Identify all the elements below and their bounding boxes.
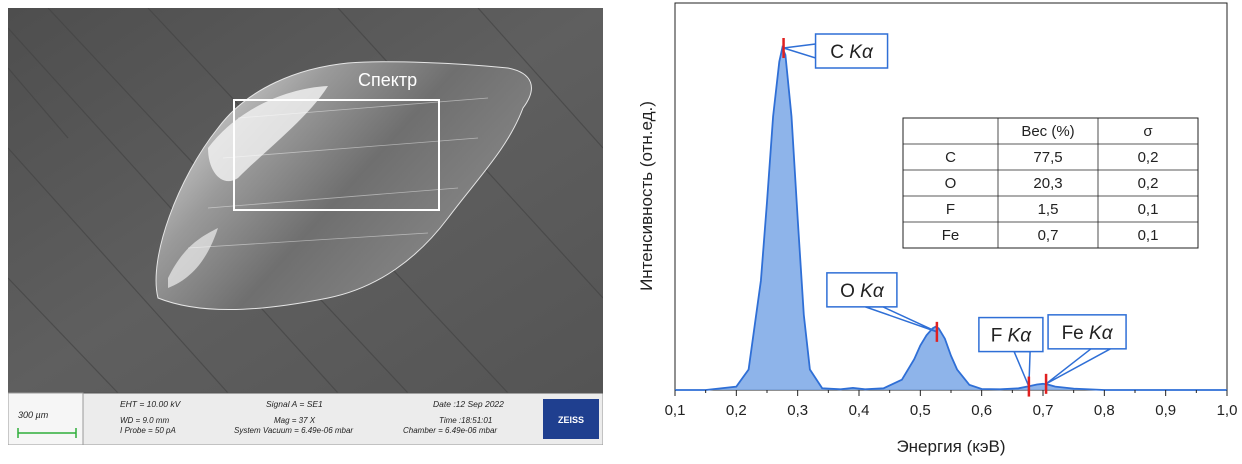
table-cell: 0,2 [1138, 149, 1159, 166]
table-cell: 1,5 [1038, 201, 1059, 218]
mag-text: Mag = 37 X [274, 416, 316, 425]
x-tick-label-7: 0,8 [1094, 402, 1115, 419]
x-tick-label-2: 0,3 [787, 402, 808, 419]
callout-label-3: Fe Kα [1062, 323, 1114, 344]
sem-image-panel: Спектр 300 µm EHT = 10.00 kV WD = 9.0 mm… [7, 7, 604, 446]
callout-box-1 [826, 272, 898, 308]
callout-box-3 [1047, 314, 1127, 350]
table-cell: F [946, 201, 955, 218]
table-cell: 0,2 [1138, 175, 1159, 192]
callout-box-2 [978, 316, 1044, 353]
x-axis-label: Энергия (кэВ) [896, 437, 1005, 456]
eds-spectrum-chart: 0,1 0,2 0,3 0,4 0,5 0,6 0,7 0,8 0,9 1,0 C Kα O Kα F… [620, 0, 1242, 459]
roi-label: Спектр [358, 70, 417, 90]
table-cell: Fe [942, 227, 960, 244]
chamber-text: Chamber = 6.49e-06 mbar [403, 426, 497, 435]
table-cell: C [945, 149, 956, 166]
table-cell: 0,7 [1038, 227, 1059, 244]
y-axis-label: Интенсивность (отн.ед.) [637, 101, 656, 291]
callout-box-0 [814, 33, 889, 69]
zeiss-logo-text: ZEISS [558, 415, 584, 425]
table-cell: 0,1 [1138, 201, 1159, 218]
sem-image: Спектр 300 µm EHT = 10.00 kV WD = 9.0 mm… [7, 7, 604, 446]
series-line-0 [675, 45, 1227, 391]
table-header-cell: Вес (%) [1021, 123, 1074, 140]
callout-label-0: C Kα [830, 42, 874, 63]
table-cell: 0,1 [1138, 227, 1159, 244]
signal-text: Signal A = SE1 [266, 399, 323, 409]
time-text: Time :18:51:01 [439, 416, 492, 425]
x-tick-label-4: 0,5 [910, 402, 931, 419]
eht-text: EHT = 10.00 kV [120, 399, 182, 409]
scale-bar [17, 428, 77, 438]
date-text: Date :12 Sep 2022 [433, 399, 504, 409]
table-header-cell: σ [1143, 123, 1153, 140]
callout-label-1: O Kα [840, 281, 885, 302]
x-tick-label-6: 0,7 [1033, 402, 1054, 419]
spectrum-roi [233, 99, 440, 211]
x-tick-label-1: 0,2 [726, 402, 747, 419]
series-area-0 [675, 48, 1227, 390]
x-tick-label-8: 0,9 [1155, 402, 1176, 419]
x-tick-label-3: 0,4 [849, 402, 870, 419]
chart-svg: 0,1 0,2 0,3 0,4 0,5 0,6 0,7 0,8 0,9 1,0 C Kα O Kα F… [637, 2, 1238, 456]
sysvac-text: System Vacuum = 6.49e-06 mbar [234, 426, 353, 435]
x-tick-label-0: 0,1 [665, 402, 686, 419]
scale-label: 300 µm [18, 410, 49, 420]
x-tick-label-9: 1,0 [1217, 402, 1238, 419]
x-tick-label-5: 0,6 [971, 402, 992, 419]
wd-text: WD = 9.0 mm [120, 416, 169, 425]
iprobe-text: I Probe = 50 pA [120, 426, 176, 435]
zeiss-logo [543, 399, 599, 439]
table-cell: 20,3 [1033, 175, 1062, 192]
table-cell: O [945, 175, 957, 192]
table-cell: 77,5 [1033, 149, 1062, 166]
composition-table [902, 117, 1199, 249]
callout-label-2: F Kα [991, 326, 1033, 347]
